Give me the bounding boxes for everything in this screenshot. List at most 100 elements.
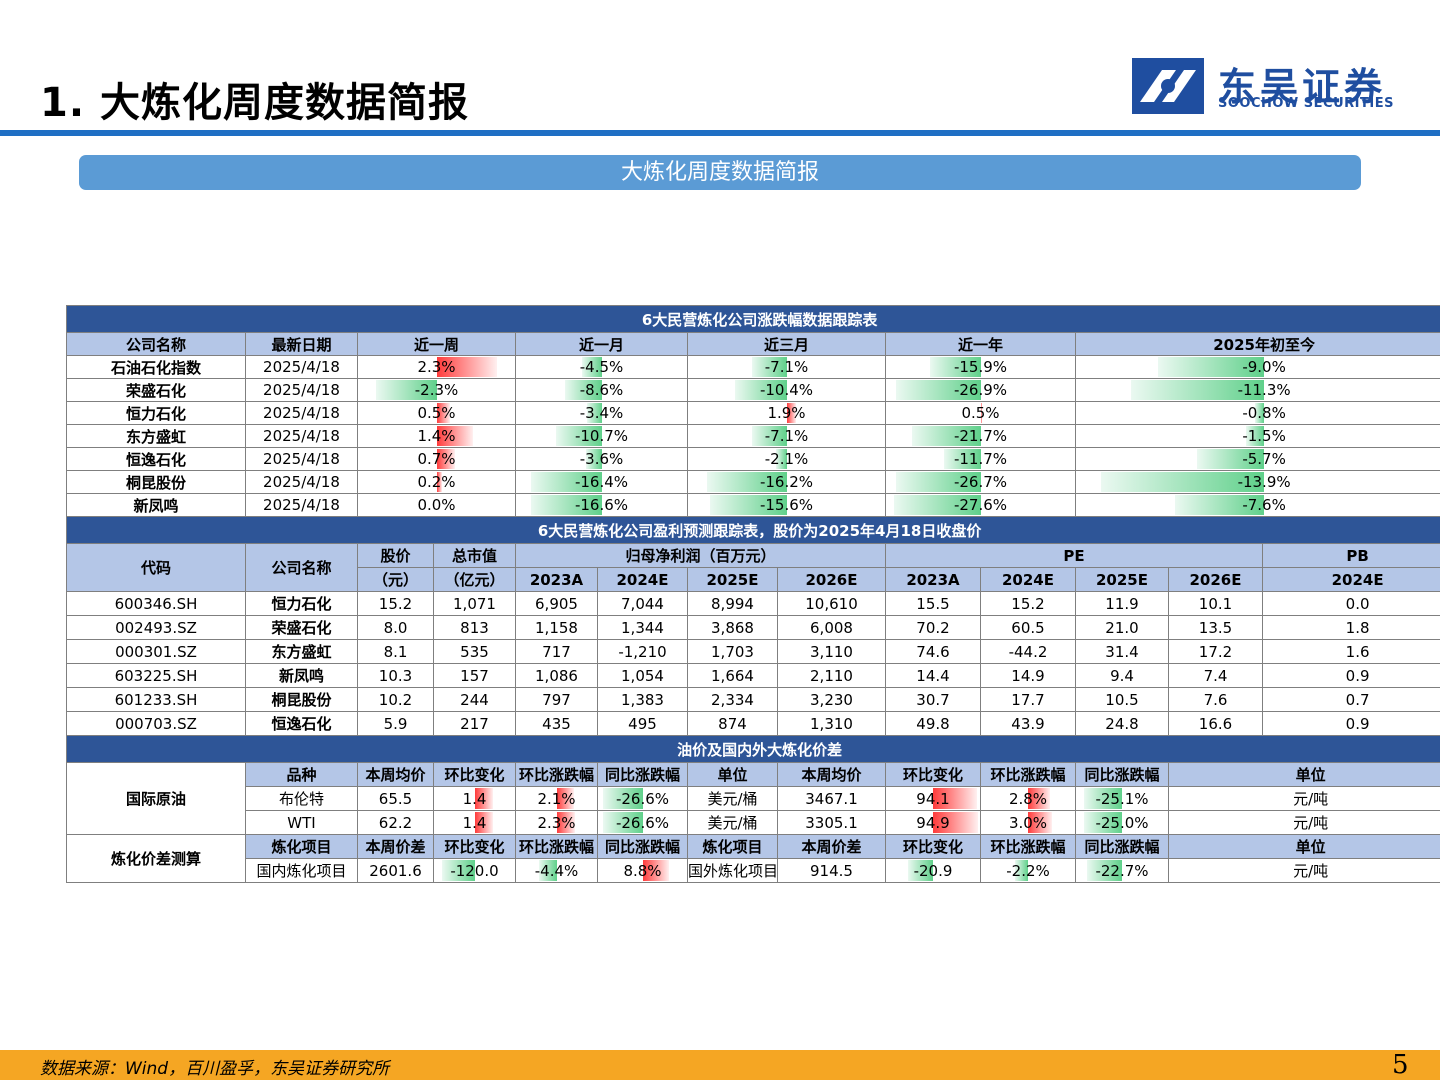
bar-value: -2.2%: [1006, 861, 1050, 880]
negative-data-bar: [376, 380, 437, 400]
bar-value: -15.9%: [953, 358, 1008, 376]
table-cell: 3,110: [777, 639, 886, 664]
table-row: 002493.SZ 荣盛石化 8.0 813 1,158 1,344 3,868 6,008 7…: [66, 615, 1440, 640]
positive-data-bar: [474, 788, 494, 809]
bar-cell: -11.3%: [1074, 378, 1440, 402]
bar-value: -26.6%: [615, 813, 670, 832]
positive-data-bar: [436, 472, 442, 492]
table-cell: 2,334: [687, 687, 778, 712]
column-header: 环比变化: [885, 762, 981, 787]
bar-cell: -16.2%: [687, 470, 886, 494]
table-cell: 5.9: [357, 711, 434, 736]
table-cell: 8.0: [357, 615, 434, 640]
positive-data-bar: [980, 403, 983, 423]
title-divider: [0, 130, 1440, 136]
date-cell: 2025/4/18: [245, 424, 358, 448]
bar-value: -22.7%: [1095, 861, 1149, 880]
bar-value: -10.4%: [759, 381, 814, 399]
bar-cell: -27.6%: [885, 493, 1076, 517]
negative-data-bar: [555, 426, 602, 446]
table-cell: 0.9: [1261, 711, 1440, 736]
table-row: 新凤鸣 2025/4/18 0.0% -16.6% -15.6% -27.6% -7.6%: [66, 493, 1440, 517]
negative-data-bar: [442, 860, 475, 881]
crude-oil-label: 国际原油: [66, 762, 246, 835]
bar-cell: -3.4%: [515, 401, 688, 425]
table-cell: 1,054: [597, 663, 688, 688]
table-cell: 17.2: [1168, 639, 1263, 664]
table-cell: 65.5: [357, 786, 434, 811]
page-number: 5: [1392, 1050, 1409, 1080]
column-header: 单位: [1167, 834, 1440, 859]
bar-value: -4.5%: [579, 358, 624, 376]
bar-cell: -8.6%: [515, 378, 688, 402]
negative-data-bar: [586, 449, 602, 469]
bar-cell: -22.7%: [1075, 858, 1169, 883]
table-cell: 16.6: [1168, 711, 1263, 736]
table-cell: 3305.1: [777, 810, 886, 835]
table-cell: 21.0: [1075, 615, 1169, 640]
bar-cell: -25.1%: [1075, 786, 1169, 811]
bar-value: 94.9: [916, 813, 950, 832]
footer-bar: 数据来源：Wind，百川盈孚，东吴证券研究所 5: [0, 1050, 1440, 1080]
table-row: WTI 62.2 1.4 2.3% -26.6% 美元/桶 3305.1 94.9 3.0% -2…: [67, 810, 1440, 835]
column-header: 最新日期: [245, 332, 358, 356]
negative-data-bar: [582, 357, 602, 377]
date-cell: 2025/4/18: [245, 401, 358, 425]
positive-data-bar: [1028, 812, 1052, 833]
table-cell: 元/吨: [1167, 786, 1440, 811]
column-header: 2026E: [777, 567, 886, 592]
bar-cell: -15.9%: [885, 355, 1076, 379]
table-row: 国内炼化项目 2601.6 -120.0 -4.4% 8.8% 国外炼化项目 914.5 -2…: [67, 858, 1440, 883]
bar-value: -3.4%: [579, 404, 624, 422]
table-cell: 1,383: [597, 687, 688, 712]
table3-title: 油价及国内外大炼化价差: [65, 735, 1440, 763]
table-cell: 3,230: [777, 687, 886, 712]
negative-data-bar: [706, 472, 787, 492]
company-name: 荣盛石化: [245, 615, 358, 640]
table-cell: 10.3: [357, 663, 434, 688]
bar-value: 2.3%: [417, 358, 456, 376]
header-row: 国际原油 品种 本周均价 环比变化 环比涨跌幅 同比涨跌幅 单位 本周均价 环比变化 环比涨跌幅同…: [66, 762, 1440, 835]
table-cell: 6,008: [777, 615, 886, 640]
bar-value: -5.7%: [1242, 450, 1286, 468]
company-name: 恒力石化: [245, 591, 358, 616]
bar-cell: -7.1%: [687, 355, 886, 379]
column-header: 环比变化: [433, 834, 516, 859]
column-header: 环比涨跌幅: [980, 762, 1076, 787]
table-row: 恒逸石化 2025/4/18 0.7% -3.6% -2.1% -11.7% -5.7%: [66, 447, 1440, 471]
table-cell: 10.1: [1168, 591, 1263, 616]
bar-value: -25.0%: [1095, 813, 1149, 832]
table-cell: 813: [433, 615, 516, 640]
column-header: 本周均价: [357, 762, 434, 787]
table-cell: 2,110: [777, 663, 886, 688]
bar-cell: 2.3%: [357, 355, 516, 379]
bar-cell: -9.0%: [1074, 355, 1440, 379]
stock-code: 000703.SZ: [66, 711, 246, 736]
bar-value: -26.6%: [615, 789, 670, 808]
company-name: 桐昆股份: [245, 687, 358, 712]
bar-cell: -11.7%: [885, 447, 1076, 471]
bar-value: 2.3%: [537, 813, 576, 832]
column-header: （亿元）: [433, 567, 516, 592]
table-cell: 24.8: [1075, 711, 1169, 736]
table-cell: 1.6: [1261, 639, 1440, 664]
bar-cell: 2.1%: [515, 786, 598, 811]
bar-value: -120.0: [450, 861, 499, 880]
bar-value: -2.3%: [414, 381, 459, 399]
bar-value: -7.6%: [1242, 496, 1286, 514]
bar-cell: 1.4%: [357, 424, 516, 448]
bar-value: -7.1%: [764, 427, 809, 445]
section-title-row: 油价及国内外大炼化价差: [65, 735, 1440, 763]
column-header: 公司名称: [245, 543, 358, 592]
positive-data-bar: [436, 426, 474, 446]
table-cell: 435: [515, 711, 598, 736]
column-header: 同比涨跌幅: [597, 834, 688, 859]
bar-value: -0.8%: [1242, 404, 1286, 422]
column-header: 单位: [1167, 762, 1440, 787]
header-row: 公司名称 最新日期 近一周 近一月 近三月 近一年 2025年初至今: [66, 332, 1440, 356]
table-cell: 11.9: [1075, 591, 1169, 616]
table-row: 000703.SZ 恒逸石化 5.9 217 435 495 874 1,310 49.8 43.…: [66, 711, 1440, 736]
column-header: 归母净利润（百万元）: [515, 543, 886, 568]
negative-data-bar: [1087, 860, 1122, 881]
bar-value: -13.9%: [1237, 473, 1291, 491]
